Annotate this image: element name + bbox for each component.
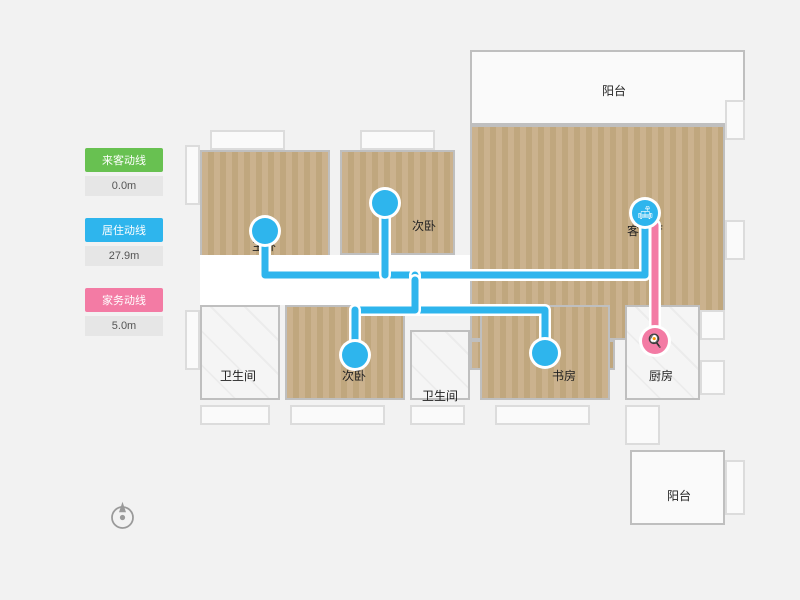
corridor (200, 255, 470, 305)
wall-tab (185, 145, 200, 205)
legend-badge: 居住动线 (85, 218, 163, 242)
room-study: 书房 (480, 305, 610, 400)
room-label: 卫生间 (422, 387, 458, 404)
room-label: 书房 (552, 367, 576, 384)
wall-tab (725, 460, 745, 515)
room-label: 阳台 (602, 82, 626, 99)
room-balcony-bot: 阳台 (630, 450, 725, 525)
legend-value: 27.9m (85, 246, 163, 266)
legend: 来客动线 0.0m 居住动线 27.9m 家务动线 5.0m (85, 148, 163, 358)
legend-item-living: 居住动线 27.9m (85, 218, 163, 266)
room-bath-1: 卫生间 (200, 305, 280, 400)
room-bath-2: 卫生间 (410, 330, 470, 400)
wall-tab (725, 220, 745, 260)
wall-tab (185, 310, 200, 370)
room-label: 次卧 (342, 367, 366, 384)
room-label: 主卧 (252, 237, 276, 254)
wall-tab (495, 405, 590, 425)
legend-badge: 家务动线 (85, 288, 163, 312)
wall-tab (200, 405, 270, 425)
room-label: 阳台 (667, 487, 691, 504)
compass-icon (105, 500, 140, 535)
wall-tab (700, 310, 725, 340)
wall-tab (360, 130, 435, 150)
wall-tab (210, 130, 285, 150)
room-second-bed-1: 次卧 (340, 150, 455, 255)
room-label: 卫生间 (220, 367, 256, 384)
room-balcony-top: 阳台 (470, 50, 745, 125)
room-label: 厨房 (649, 367, 673, 384)
wall-tab (700, 360, 725, 395)
legend-item-chores: 家务动线 5.0m (85, 288, 163, 336)
wall-tab (410, 405, 465, 425)
legend-value: 5.0m (85, 316, 163, 336)
room-second-bed-2: 次卧 (285, 305, 405, 400)
legend-item-guest: 来客动线 0.0m (85, 148, 163, 196)
room-label: 客餐厅 (627, 222, 663, 239)
legend-badge: 来客动线 (85, 148, 163, 172)
wall-tab (625, 405, 660, 445)
wall-tab (290, 405, 385, 425)
room-label: 次卧 (412, 217, 436, 234)
legend-value: 0.0m (85, 176, 163, 196)
floor-plan: 阳台主卧次卧客餐厅卫生间次卧卫生间书房厨房阳台🛋🍳 (200, 50, 760, 550)
wall-tab (725, 100, 745, 140)
room-kitchen: 厨房 (625, 305, 700, 400)
